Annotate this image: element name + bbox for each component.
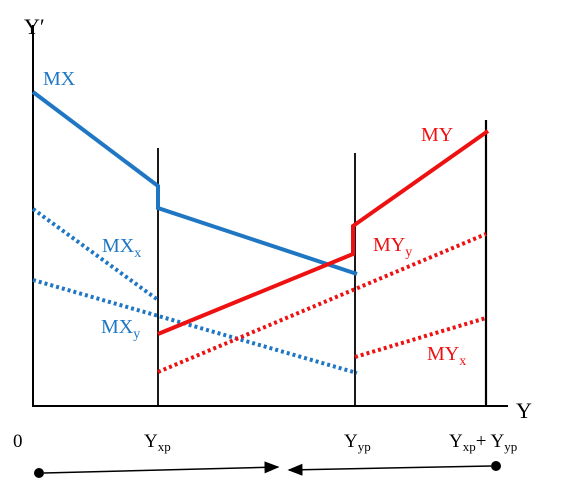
origin-label: 0 [13, 431, 23, 452]
left-arrow [287, 463, 492, 476]
mxy-curve [32, 278, 358, 375]
myx-label: MYx [427, 343, 466, 369]
total-dot [491, 461, 501, 471]
my-label: MY [421, 124, 453, 146]
my-curve [157, 129, 490, 336]
myx-curve [354, 316, 487, 359]
yxp-label: Yxp [144, 431, 171, 454]
right-arrow [43, 461, 280, 474]
yyp-label: Yyp [344, 431, 371, 454]
mxx-curve [31, 207, 160, 302]
myy-label: MYy [373, 234, 412, 260]
mx-label: MX [43, 68, 76, 90]
x-axis-label: Y [516, 398, 532, 423]
total-label: Yxp+ Yyp [449, 431, 517, 454]
mx-curve [31, 90, 358, 276]
myy-curve [157, 232, 487, 374]
mxx-label: MXx [102, 235, 141, 261]
y-axis-label: Y′ [24, 14, 45, 39]
origin-dot [34, 468, 44, 478]
mxy-label: MXy [101, 316, 140, 342]
